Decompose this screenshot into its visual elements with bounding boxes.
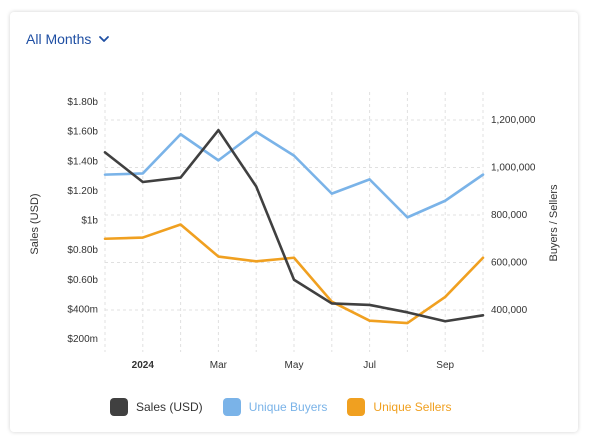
left-tick-label: $1.20b bbox=[67, 186, 98, 197]
x-axis-ticks: 2024 Mar May Jul Sep bbox=[132, 360, 455, 371]
months-filter-dropdown[interactable]: All Months bbox=[26, 31, 110, 47]
months-filter-label: All Months bbox=[26, 31, 92, 47]
chart-legend: Sales (USD) Unique Buyers Unique Sellers bbox=[110, 398, 471, 416]
left-tick-label: $0.80b bbox=[67, 245, 98, 256]
unique-buyers-line[interactable] bbox=[103, 130, 485, 219]
right-tick-label: 1,200,000 bbox=[491, 115, 536, 126]
legend-item-sellers[interactable]: Unique Sellers bbox=[347, 398, 451, 416]
chevron-down-icon bbox=[99, 36, 110, 42]
x-tick-label: 2024 bbox=[132, 360, 155, 371]
x-tick-label: Mar bbox=[210, 360, 228, 371]
x-tick-label: May bbox=[285, 360, 304, 371]
left-tick-label: $400m bbox=[67, 304, 98, 315]
legend-swatch-sellers bbox=[347, 398, 366, 416]
legend-label-sellers: Unique Sellers bbox=[373, 400, 452, 414]
legend-item-buyers[interactable]: Unique Buyers bbox=[222, 398, 328, 416]
left-tick-label: $1.60b bbox=[67, 127, 98, 138]
left-tick-label: $1b bbox=[81, 216, 98, 227]
legend-swatch-sales bbox=[110, 398, 128, 416]
grid bbox=[104, 92, 484, 352]
x-tick-label: Sep bbox=[436, 360, 454, 371]
left-tick-label: $0.60b bbox=[67, 275, 98, 286]
legend-label-sales: Sales (USD) bbox=[136, 400, 203, 414]
right-axis-ticks: 400,000 600,000 800,000 1,000,000 1,200,000 bbox=[491, 115, 536, 316]
legend-swatch-buyers bbox=[222, 398, 241, 416]
chart-card: All Months $200m $400m $0.60b $0.80b $1b $1.2… bbox=[10, 12, 578, 432]
left-axis-title: Sales (USD) bbox=[29, 193, 41, 254]
sales-line[interactable] bbox=[103, 128, 485, 323]
right-tick-label: 800,000 bbox=[491, 210, 528, 221]
left-axis-ticks: $200m $400m $0.60b $0.80b $1b $1.20b $1.40b $1.… bbox=[67, 97, 98, 345]
legend-item-sales[interactable]: Sales (USD) bbox=[110, 398, 203, 416]
right-tick-label: 600,000 bbox=[491, 258, 528, 269]
left-tick-label: $200m bbox=[67, 334, 98, 345]
right-tick-label: 1,000,000 bbox=[491, 163, 536, 174]
right-tick-label: 400,000 bbox=[491, 305, 528, 316]
left-tick-label: $1.80b bbox=[67, 97, 98, 108]
left-tick-label: $1.40b bbox=[67, 156, 98, 167]
x-tick-label: Jul bbox=[363, 360, 376, 371]
series-lines bbox=[103, 128, 485, 325]
line-chart: $200m $400m $0.60b $0.80b $1b $1.20b $1.40b $1.… bbox=[29, 92, 560, 371]
right-axis-title: Buyers / Sellers bbox=[548, 184, 560, 262]
legend-label-buyers: Unique Buyers bbox=[248, 400, 328, 414]
